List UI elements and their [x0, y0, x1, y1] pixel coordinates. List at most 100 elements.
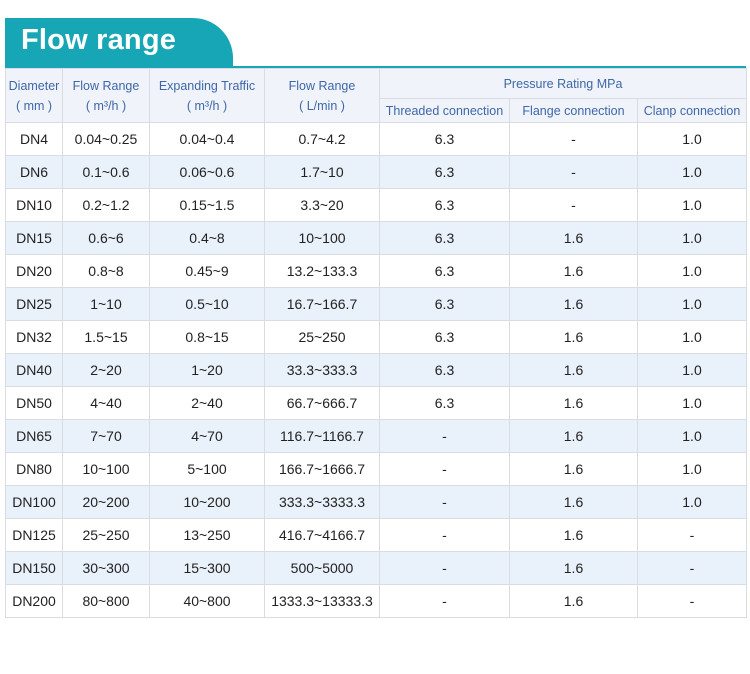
cell-expanding-traffic: 0.45~9 [149, 254, 265, 288]
cell-flow-range: 30~300 [62, 551, 150, 585]
header-flow-range-unit: ( m³/h ) [85, 98, 127, 113]
cell-flow-range-lmin: 25~250 [264, 320, 380, 354]
cell-clamp: 1.0 [637, 122, 747, 156]
cell-threaded: - [379, 518, 510, 552]
cell-clamp: 1.0 [637, 386, 747, 420]
cell-threaded: - [379, 584, 510, 618]
cell-expanding-traffic: 13~250 [149, 518, 265, 552]
cell-diameter: DN80 [5, 452, 63, 486]
header-diameter-unit: ( mm ) [15, 98, 53, 113]
cell-flange: 1.6 [509, 221, 638, 255]
cell-clamp: 1.0 [637, 188, 747, 222]
cell-flange: 1.6 [509, 353, 638, 387]
cell-flange: 1.6 [509, 386, 638, 420]
cell-flange: 1.6 [509, 485, 638, 519]
cell-threaded: 6.3 [379, 122, 510, 156]
table-row: DN20 0.8~8 0.45~9 13.2~133.3 6.3 1.6 1.0 [5, 254, 747, 288]
cell-expanding-traffic: 0.06~0.6 [149, 155, 265, 189]
cell-clamp: - [637, 551, 747, 585]
cell-clamp: 1.0 [637, 254, 747, 288]
cell-clamp: 1.0 [637, 287, 747, 321]
section-title: Flow range [21, 24, 177, 56]
cell-clamp: - [637, 518, 747, 552]
cell-expanding-traffic: 15~300 [149, 551, 265, 585]
cell-flow-range-lmin: 13.2~133.3 [264, 254, 380, 288]
cell-flow-range-lmin: 0.7~4.2 [264, 122, 380, 156]
title-divider [5, 66, 746, 68]
cell-flow-range-lmin: 500~5000 [264, 551, 380, 585]
cell-flow-range-lmin: 10~100 [264, 221, 380, 255]
table-row: DN65 7~70 4~70 116.7~1166.7-1.6 1.0 [5, 419, 747, 453]
cell-flow-range-lmin: 16.7~166.7 [264, 287, 380, 321]
cell-clamp: 1.0 [637, 221, 747, 255]
cell-clamp: 1.0 [637, 320, 747, 354]
cell-flow-range-lmin: 333.3~3333.3 [264, 485, 380, 519]
cell-clamp: 1.0 [637, 452, 747, 486]
cell-expanding-traffic: 0.4~8 [149, 221, 265, 255]
table-row: DN100 20~200 10~200 333.3~3333.3-1.6 1.0 [5, 485, 747, 519]
cell-flange: 1.6 [509, 518, 638, 552]
cell-threaded: 6.3 [379, 353, 510, 387]
cell-flow-range: 7~70 [62, 419, 150, 453]
header-pressure-rating: Pressure Rating MPa [379, 68, 747, 99]
cell-expanding-traffic: 40~800 [149, 584, 265, 618]
cell-threaded: 6.3 [379, 386, 510, 420]
section-title-tab: Flow range [5, 18, 233, 67]
cell-diameter: DN150 [5, 551, 63, 585]
cell-flange: 1.6 [509, 551, 638, 585]
header-expanding-traffic: Expanding Traffic ( m³/h ) [149, 68, 265, 123]
cell-diameter: DN200 [5, 584, 63, 618]
header-diameter-label: Diameter [8, 78, 60, 93]
header-flow-lmin-label: Flow Range [288, 78, 356, 93]
cell-threaded: 6.3 [379, 320, 510, 354]
header-diameter: Diameter ( mm ) [5, 68, 63, 123]
cell-diameter: DN20 [5, 254, 63, 288]
cell-diameter: DN6 [5, 155, 63, 189]
cell-diameter: DN40 [5, 353, 63, 387]
header-expanding-unit: ( m³/h ) [186, 98, 228, 113]
table-row: DN50 4~40 2~40 66.7~666.7 6.3 1.6 1.0 [5, 386, 747, 420]
cell-flange: 1.6 [509, 452, 638, 486]
table-row: DN32 1.5~15 0.8~15 25~250 6.3 1.6 1.0 [5, 320, 747, 354]
cell-diameter: DN25 [5, 287, 63, 321]
cell-diameter: DN125 [5, 518, 63, 552]
table-row: DN125 25~250 13~250 416.7~4166.7-1.6- [5, 518, 747, 552]
cell-threaded: 6.3 [379, 188, 510, 222]
cell-flange: 1.6 [509, 254, 638, 288]
table-row: DN6 0.1~0.6 0.06~0.6 1.7~10 6.3-1.0 [5, 155, 747, 189]
cell-flow-range: 4~40 [62, 386, 150, 420]
cell-flow-range-lmin: 166.7~1666.7 [264, 452, 380, 486]
cell-flow-range-lmin: 33.3~333.3 [264, 353, 380, 387]
cell-flow-range: 0.2~1.2 [62, 188, 150, 222]
cell-flange: 1.6 [509, 419, 638, 453]
cell-threaded: 6.3 [379, 155, 510, 189]
table-row: DN150 30~300 15~300 500~5000-1.6- [5, 551, 747, 585]
header-clamp: Clanp connection [637, 98, 747, 123]
cell-diameter: DN50 [5, 386, 63, 420]
cell-threaded: - [379, 485, 510, 519]
cell-flow-range-lmin: 416.7~4166.7 [264, 518, 380, 552]
table-row: DN40 2~20 1~20 33.3~333.3 6.3 1.6 1.0 [5, 353, 747, 387]
cell-clamp: 1.0 [637, 485, 747, 519]
table-row: DN4 0.04~0.25 0.04~0.4 0.7~4.2 6.3-1.0 [5, 122, 747, 156]
cell-flow-range: 10~100 [62, 452, 150, 486]
cell-flow-range: 0.8~8 [62, 254, 150, 288]
cell-flow-range: 80~800 [62, 584, 150, 618]
cell-threaded: 6.3 [379, 221, 510, 255]
cell-flow-range-lmin: 116.7~1166.7 [264, 419, 380, 453]
cell-expanding-traffic: 2~40 [149, 386, 265, 420]
cell-flange: 1.6 [509, 320, 638, 354]
cell-threaded: 6.3 [379, 254, 510, 288]
header-flange: Flange connection [509, 98, 638, 123]
cell-flow-range: 0.6~6 [62, 221, 150, 255]
cell-threaded: - [379, 419, 510, 453]
header-flow-range-lmin: Flow Range ( L/min ) [264, 68, 380, 123]
cell-flow-range-lmin: 3.3~20 [264, 188, 380, 222]
cell-flow-range: 1~10 [62, 287, 150, 321]
cell-flange: - [509, 188, 638, 222]
cell-flange: - [509, 155, 638, 189]
cell-diameter: DN15 [5, 221, 63, 255]
table-header: Diameter ( mm ) Flow Range ( m³/h ) Expa… [5, 68, 747, 123]
cell-diameter: DN32 [5, 320, 63, 354]
cell-flow-range-lmin: 1333.3~13333.3 [264, 584, 380, 618]
